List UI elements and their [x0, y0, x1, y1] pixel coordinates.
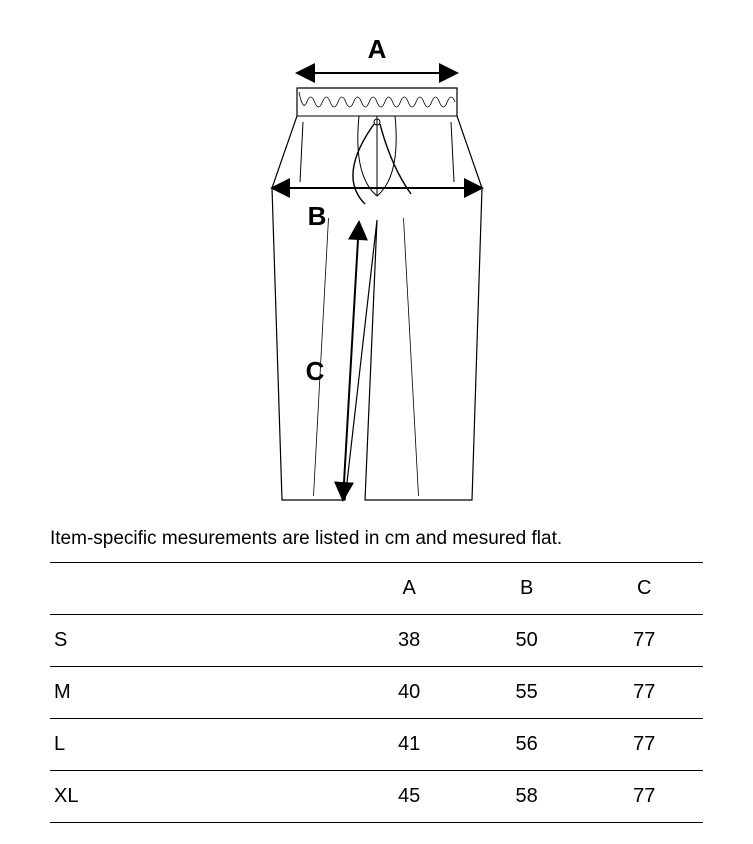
cell-value: 55 [468, 667, 586, 719]
table-row: S385077 [50, 615, 703, 667]
cell-size: XL [50, 771, 350, 823]
cell-value: 58 [468, 771, 586, 823]
measurement-note: Item-specific mesurements are listed in … [0, 520, 753, 562]
size-chart-table: A B C S385077M405577L415677XL455877 [50, 562, 703, 823]
cell-value: 56 [468, 719, 586, 771]
cell-value: 38 [350, 615, 468, 667]
cell-size: S [50, 615, 350, 667]
cell-value: 77 [585, 719, 703, 771]
table-row: M405577 [50, 667, 703, 719]
header-a: A [350, 563, 468, 615]
pants-measurement-diagram: A B C [0, 0, 753, 520]
cell-value: 77 [585, 771, 703, 823]
header-b: B [468, 563, 586, 615]
svg-text:B: B [307, 201, 326, 231]
cell-value: 77 [585, 615, 703, 667]
table-row: XL455877 [50, 771, 703, 823]
svg-text:A: A [367, 34, 386, 64]
cell-size: L [50, 719, 350, 771]
pants-svg: A B C [167, 10, 587, 510]
svg-text:C: C [305, 356, 324, 386]
cell-value: 41 [350, 719, 468, 771]
cell-size: M [50, 667, 350, 719]
table-row: L415677 [50, 719, 703, 771]
header-c: C [585, 563, 703, 615]
cell-value: 50 [468, 615, 586, 667]
table-header-row: A B C [50, 563, 703, 615]
header-size [50, 563, 350, 615]
cell-value: 77 [585, 667, 703, 719]
cell-value: 45 [350, 771, 468, 823]
cell-value: 40 [350, 667, 468, 719]
